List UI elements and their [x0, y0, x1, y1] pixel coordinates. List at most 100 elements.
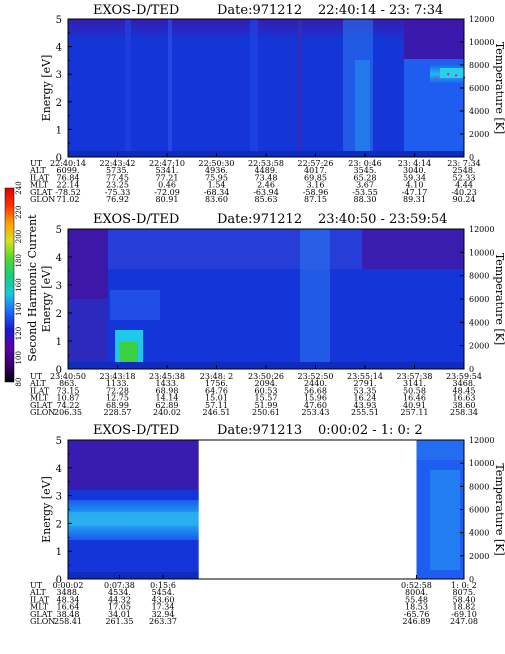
ephemeris-cell: 17.05: [108, 603, 131, 612]
ephemeris-cell: -65.76: [404, 610, 430, 619]
ephemeris-cell: 18.53: [405, 603, 428, 612]
right-tick-label: 2000: [469, 552, 489, 561]
ephemeris-cell: 23: 4:14: [398, 159, 431, 168]
ephemeris-cell: 16.24: [354, 394, 377, 403]
ephemeris-cell: 3141.: [403, 379, 426, 388]
ephemeris-cell: 58.40: [453, 595, 476, 604]
ephemeris-cell: 0:15:6: [150, 581, 176, 590]
ephemeris-cell: 3040.: [403, 166, 426, 175]
ephemeris-cell: 48.45: [453, 386, 476, 395]
panel-2: EXOS-D/TED Date:971212 23:40:50 - 23:59:…: [29, 212, 505, 417]
panel-2-time-range: 23:40:50 - 23:59:54: [318, 212, 447, 227]
y-tick-label: 4: [56, 464, 62, 475]
colorbar-tick-label: 220: [15, 206, 23, 219]
ephemeris-cell: 89.31: [403, 195, 426, 204]
right-tick-label: 10000: [469, 248, 494, 257]
colorbar-tick-label: 120: [15, 327, 23, 340]
ephemeris-cell: 23.25: [106, 181, 129, 190]
ephemeris-cell: 3488.: [57, 588, 80, 597]
ephemeris-cell: 4534.: [108, 588, 131, 597]
ephemeris-cell: 38.48: [57, 610, 80, 619]
colorbar-tick-label: 140: [15, 303, 23, 316]
ephemeris-cell: 8075.: [453, 588, 476, 597]
ephemeris-cell: 23:43:18: [100, 372, 136, 381]
y-axis-label: Energy [eV]: [40, 266, 53, 333]
y-tick-label: 0: [56, 153, 62, 164]
ephemeris-cell: 12.75: [106, 394, 129, 403]
ephemeris-cell: 2094.: [255, 379, 278, 388]
ephemeris-cell: 206.35: [54, 408, 82, 417]
ephemeris-cell: -78.52: [55, 188, 81, 197]
ephemeris-cell: 0.46: [158, 181, 176, 190]
right-tick-label: 2000: [469, 130, 489, 139]
ephemeris-cell: 22:40:14: [50, 159, 86, 168]
ephemeris-cell: 23:55:14: [347, 372, 383, 381]
ephemeris-cell: 4017.: [304, 166, 327, 175]
panel-3-title: EXOS-D/TED: [93, 423, 179, 438]
right-tick-label: 6000: [469, 506, 489, 515]
y-tick-label: 4: [56, 43, 62, 54]
ephemeris-cell: 38.60: [453, 401, 476, 410]
ephemeris-cell: 863.: [59, 379, 77, 388]
y-tick-label: 2: [56, 309, 62, 320]
ephemeris-cell: 0:00:02: [53, 581, 84, 590]
ephemeris-cell: 1.54: [208, 181, 226, 190]
right-tick-label: 4000: [469, 107, 489, 116]
ephemeris-cell: 15.01: [205, 394, 228, 403]
ephemeris-cell: 23:59:54: [446, 372, 482, 381]
ephemeris-cell: 88.30: [354, 195, 377, 204]
ephemeris-cell: 14.14: [156, 394, 179, 403]
ephemeris-cell: 258.34: [450, 408, 478, 417]
ephemeris-cell: 2440.: [304, 379, 327, 388]
colorbar-tick-label: 100: [15, 351, 23, 364]
ephemeris-cell: 255.51: [351, 408, 379, 417]
ephemeris-row-label: MLT: [30, 181, 49, 190]
ephemeris-cell: 2791.: [354, 379, 377, 388]
ephemeris-cell: 5454.: [152, 588, 175, 597]
ephemeris-cell: 43.60: [152, 595, 175, 604]
ephemeris-cell: 69.85: [304, 173, 327, 182]
ephemeris-row-label: ILAT: [30, 173, 50, 182]
ephemeris-cell: 2.46: [257, 181, 275, 190]
ephemeris-cell: 87.15: [304, 195, 327, 204]
panel-3: EXOS-D/TED Date:971213 0:00:02 - 1: 0: 2…: [29, 423, 505, 626]
ephemeris-cell: 1433.: [156, 379, 179, 388]
ephemeris-cell: 5341.: [156, 166, 179, 175]
colorbar-tick-label: 180: [15, 254, 23, 267]
ephemeris-cell: 90.24: [453, 195, 476, 204]
y-axis-label: Energy [eV]: [40, 55, 53, 122]
ephemeris-cell: 55.48: [405, 595, 428, 604]
colorbar: 80 100 120 140 160 180 200 220 240 Second Harmon…: [4, 181, 39, 386]
ephemeris-cell: 15.96: [304, 394, 327, 403]
ephemeris-cell: 47.60: [304, 401, 327, 410]
ephemeris-cell: 10.87: [57, 394, 80, 403]
ephemeris-row-label: GLON: [30, 617, 55, 626]
right-tick-label: 10000: [469, 38, 494, 47]
panel-2-title: EXOS-D/TED: [93, 212, 179, 227]
ephemeris-cell: 73.15: [57, 386, 80, 395]
ephemeris-cell: 73.48: [255, 173, 278, 182]
ephemeris-cell: 0:52:58: [401, 581, 432, 590]
right-tick-label: 12000: [469, 225, 494, 234]
y-tick-label: 0: [56, 365, 62, 376]
ephemeris-cell: 23:57:38: [397, 372, 433, 381]
no-data-gap: [198, 440, 417, 579]
ephemeris-cell: 3468.: [453, 379, 476, 388]
panel-1-heatmap: [68, 19, 464, 157]
y-axis-label: Energy [eV]: [40, 476, 53, 543]
ephemeris-cell: -58.96: [303, 188, 329, 197]
ephemeris-row-label: MLT: [30, 603, 49, 612]
colorbar-tick-label: 200: [15, 230, 23, 243]
ephemeris-cell: 258.41: [54, 617, 82, 626]
colorbar-tick-label: 240: [15, 181, 23, 194]
ephemeris-cell: 71.02: [57, 195, 80, 204]
ephemeris-cell: 23:52:50: [298, 372, 334, 381]
ephemeris-cell: 60.53: [255, 386, 278, 395]
ephemeris-cell: 72.28: [106, 386, 129, 395]
right-axis-label: Temperature [K]: [493, 463, 505, 555]
ephemeris-cell: 263.37: [149, 617, 177, 626]
ephemeris-row-label: GLON: [30, 195, 55, 204]
ephemeris-cell: -75.33: [105, 188, 131, 197]
ephemeris-row-label: GLAT: [30, 188, 53, 197]
